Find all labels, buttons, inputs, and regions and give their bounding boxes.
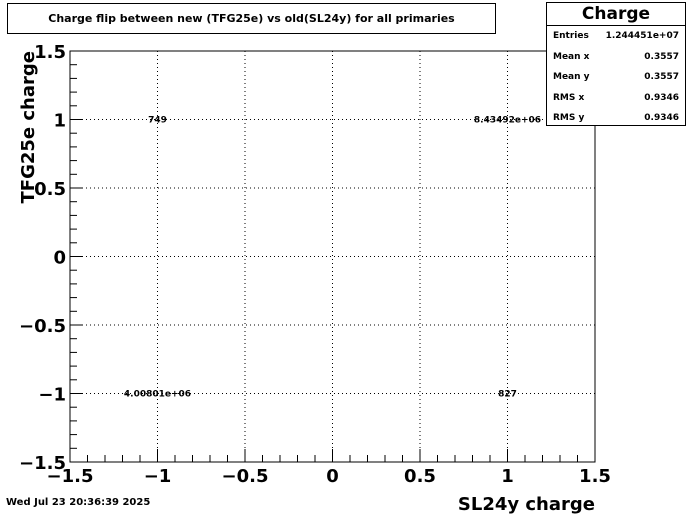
stats-row-entries: Entries 1.244451e+07 [547, 26, 685, 47]
x-axis-title: SL24y charge [458, 494, 595, 514]
x-tick-label: −1 [144, 466, 172, 487]
stats-value: 0.3557 [644, 51, 679, 62]
footer-date: Wed Jul 23 20:36:39 2025 [6, 497, 151, 508]
plot-frame [69, 50, 596, 463]
y-tick-label: −0.5 [19, 316, 66, 337]
stats-box: Charge Entries 1.244451e+07 Mean x 0.355… [546, 2, 686, 126]
stats-value: 0.9346 [644, 92, 679, 103]
y-tick-label: 0 [53, 248, 66, 269]
y-tick-label: −1.5 [19, 453, 66, 474]
cell-count-label: 749 [148, 116, 167, 126]
stats-label: Mean x [553, 51, 590, 62]
y-tick-label: 1.5 [34, 42, 66, 63]
stats-value: 1.244451e+07 [605, 31, 679, 41]
stats-label: RMS x [553, 92, 585, 103]
y-tick-label: 0.5 [34, 179, 66, 200]
x-tick-label: 1 [501, 466, 514, 487]
chart-title-box: Charge flip between new (TFG25e) vs old(… [7, 3, 496, 34]
stats-title: Charge [547, 3, 685, 26]
cell-count-label: 8.43492e+06 [474, 116, 541, 126]
chart-title: Charge flip between new (TFG25e) vs old(… [48, 12, 455, 25]
stats-row-rms-x: RMS x 0.9346 [547, 88, 685, 109]
y-tick-label: 1 [53, 111, 66, 132]
stats-row-mean-y: Mean y 0.3557 [547, 67, 685, 88]
x-tick-label: −1.5 [47, 466, 94, 487]
cell-count-label: 4.00801e+06 [124, 390, 191, 400]
x-tick-label: 1.5 [579, 466, 611, 487]
stats-row-rms-y: RMS y 0.9346 [547, 108, 685, 129]
y-axis-title: TFG25e charge [18, 51, 39, 203]
x-tick-label: −0.5 [222, 466, 269, 487]
y-tick-label: −1 [38, 385, 66, 406]
x-tick-label: 0.5 [404, 466, 436, 487]
stats-label: Mean y [553, 72, 590, 82]
x-tick-label: 0 [326, 466, 339, 487]
stats-value: 0.9346 [644, 113, 679, 123]
cell-count-label: 827 [498, 390, 517, 400]
stats-value: 0.3557 [644, 72, 679, 82]
stats-row-mean-x: Mean x 0.3557 [547, 47, 685, 68]
stats-label: RMS y [553, 113, 585, 123]
stats-label: Entries [553, 31, 589, 41]
